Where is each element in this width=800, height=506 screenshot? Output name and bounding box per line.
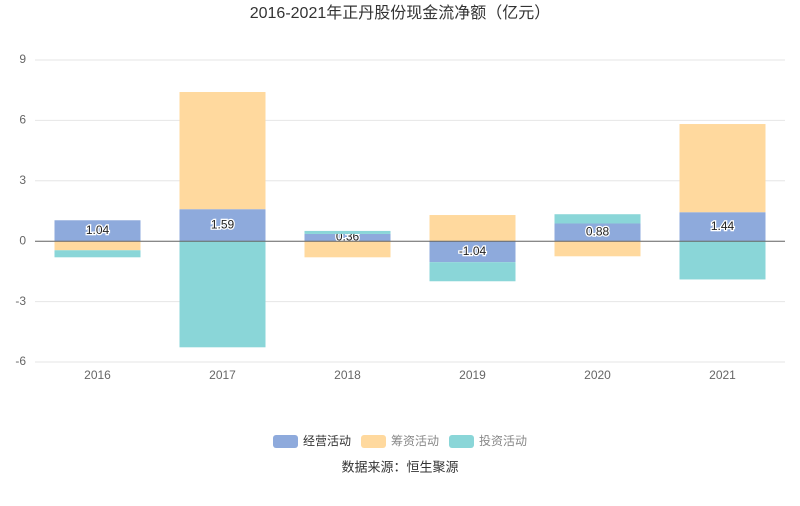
- y-tick-label: 9: [19, 52, 26, 66]
- data-label: 0.88: [586, 225, 610, 239]
- y-tick-label: 0: [19, 233, 26, 247]
- data-label: -1.04: [459, 244, 487, 258]
- chart-title: 2016-2021年正丹股份现金流净额（亿元）: [250, 4, 551, 22]
- bar-segment: [179, 92, 266, 210]
- bar-segment: [679, 241, 766, 280]
- bar-segment: [554, 223, 641, 242]
- bar-segment: [179, 241, 266, 348]
- bar-segment: [304, 230, 391, 234]
- bar-segment: [54, 250, 141, 258]
- source-note: 数据来源：恒生聚源: [341, 459, 458, 474]
- x-tick-label: 2020: [584, 368, 611, 382]
- bar-segment: [554, 214, 641, 224]
- y-tick-label: 3: [19, 173, 26, 187]
- y-tick-label: 6: [19, 113, 26, 127]
- legend-label: 经营活动: [303, 434, 351, 448]
- legend-label: 投资活动: [479, 433, 527, 448]
- data-label: 1.04: [86, 223, 110, 237]
- legend-label: 筹资活动: [391, 434, 439, 448]
- data-label: 1.59: [211, 217, 235, 231]
- y-tick-label: -6: [15, 354, 26, 368]
- bar-segment: [54, 241, 141, 251]
- legend-swatch: [273, 435, 298, 448]
- legend-swatch: [449, 435, 474, 448]
- legend-swatch: [361, 435, 386, 448]
- bar-segment: [429, 215, 516, 242]
- bar-segment: [554, 241, 641, 257]
- bar-segment: [304, 233, 391, 242]
- y-tick-label: -3: [15, 294, 26, 308]
- bar-segment: [679, 124, 766, 213]
- data-label: 1.44: [711, 219, 735, 233]
- bar-segment: [429, 262, 516, 282]
- bar-segment: [679, 212, 766, 242]
- bar-segment: [54, 220, 141, 242]
- bar-segment: [304, 241, 391, 258]
- x-tick-label: 2018: [334, 368, 361, 382]
- bar-segment: [429, 241, 516, 263]
- x-tick-label: 2021: [709, 368, 736, 382]
- bar-segment: [179, 209, 266, 242]
- x-tick-label: 2016: [84, 368, 111, 382]
- x-tick-label: 2017: [209, 368, 236, 382]
- x-tick-label: 2019: [459, 368, 486, 382]
